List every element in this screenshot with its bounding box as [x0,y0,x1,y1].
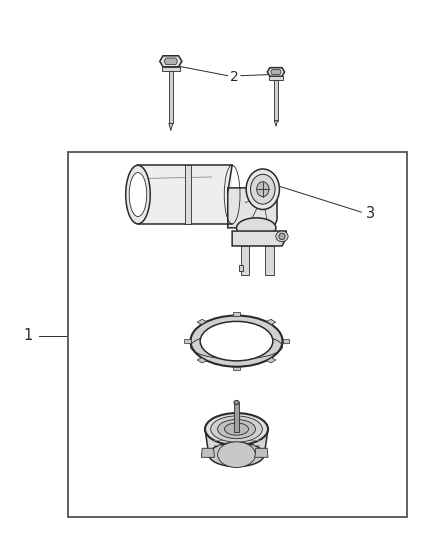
Ellipse shape [209,442,264,467]
Polygon shape [201,448,215,457]
Bar [169,71,173,123]
Ellipse shape [257,182,269,197]
Polygon shape [205,429,268,455]
Ellipse shape [218,442,255,467]
Polygon shape [232,231,286,246]
Ellipse shape [191,316,283,367]
Ellipse shape [218,419,255,439]
Bar [234,402,239,432]
Polygon shape [138,165,232,224]
Polygon shape [184,339,191,343]
Ellipse shape [251,174,275,204]
Bar [269,76,283,80]
Ellipse shape [276,231,288,241]
Ellipse shape [205,413,268,445]
Polygon shape [197,358,206,363]
Polygon shape [255,448,268,457]
Ellipse shape [237,218,276,238]
Polygon shape [267,358,276,363]
Polygon shape [274,120,278,126]
Ellipse shape [129,173,147,216]
Bar [185,165,191,224]
Bar [265,246,274,276]
Bar [162,67,180,71]
Bar [241,246,249,276]
Ellipse shape [211,416,262,442]
Ellipse shape [246,169,279,209]
Polygon shape [283,339,289,343]
Polygon shape [169,123,173,131]
Ellipse shape [234,400,239,405]
Polygon shape [160,56,182,67]
Bar [274,80,278,120]
Ellipse shape [225,423,248,435]
Polygon shape [233,367,240,370]
Polygon shape [267,68,285,76]
Bar [239,265,243,271]
Ellipse shape [200,321,273,361]
Polygon shape [267,319,276,325]
Polygon shape [191,341,283,346]
Ellipse shape [126,165,150,224]
Polygon shape [197,319,206,325]
Bar [68,152,407,517]
Polygon shape [271,69,281,75]
Polygon shape [164,58,177,64]
Polygon shape [233,312,240,316]
Polygon shape [228,188,277,228]
Text: 2: 2 [230,70,239,84]
Ellipse shape [279,233,285,239]
Text: 1: 1 [24,328,33,343]
Text: 3: 3 [366,206,374,221]
